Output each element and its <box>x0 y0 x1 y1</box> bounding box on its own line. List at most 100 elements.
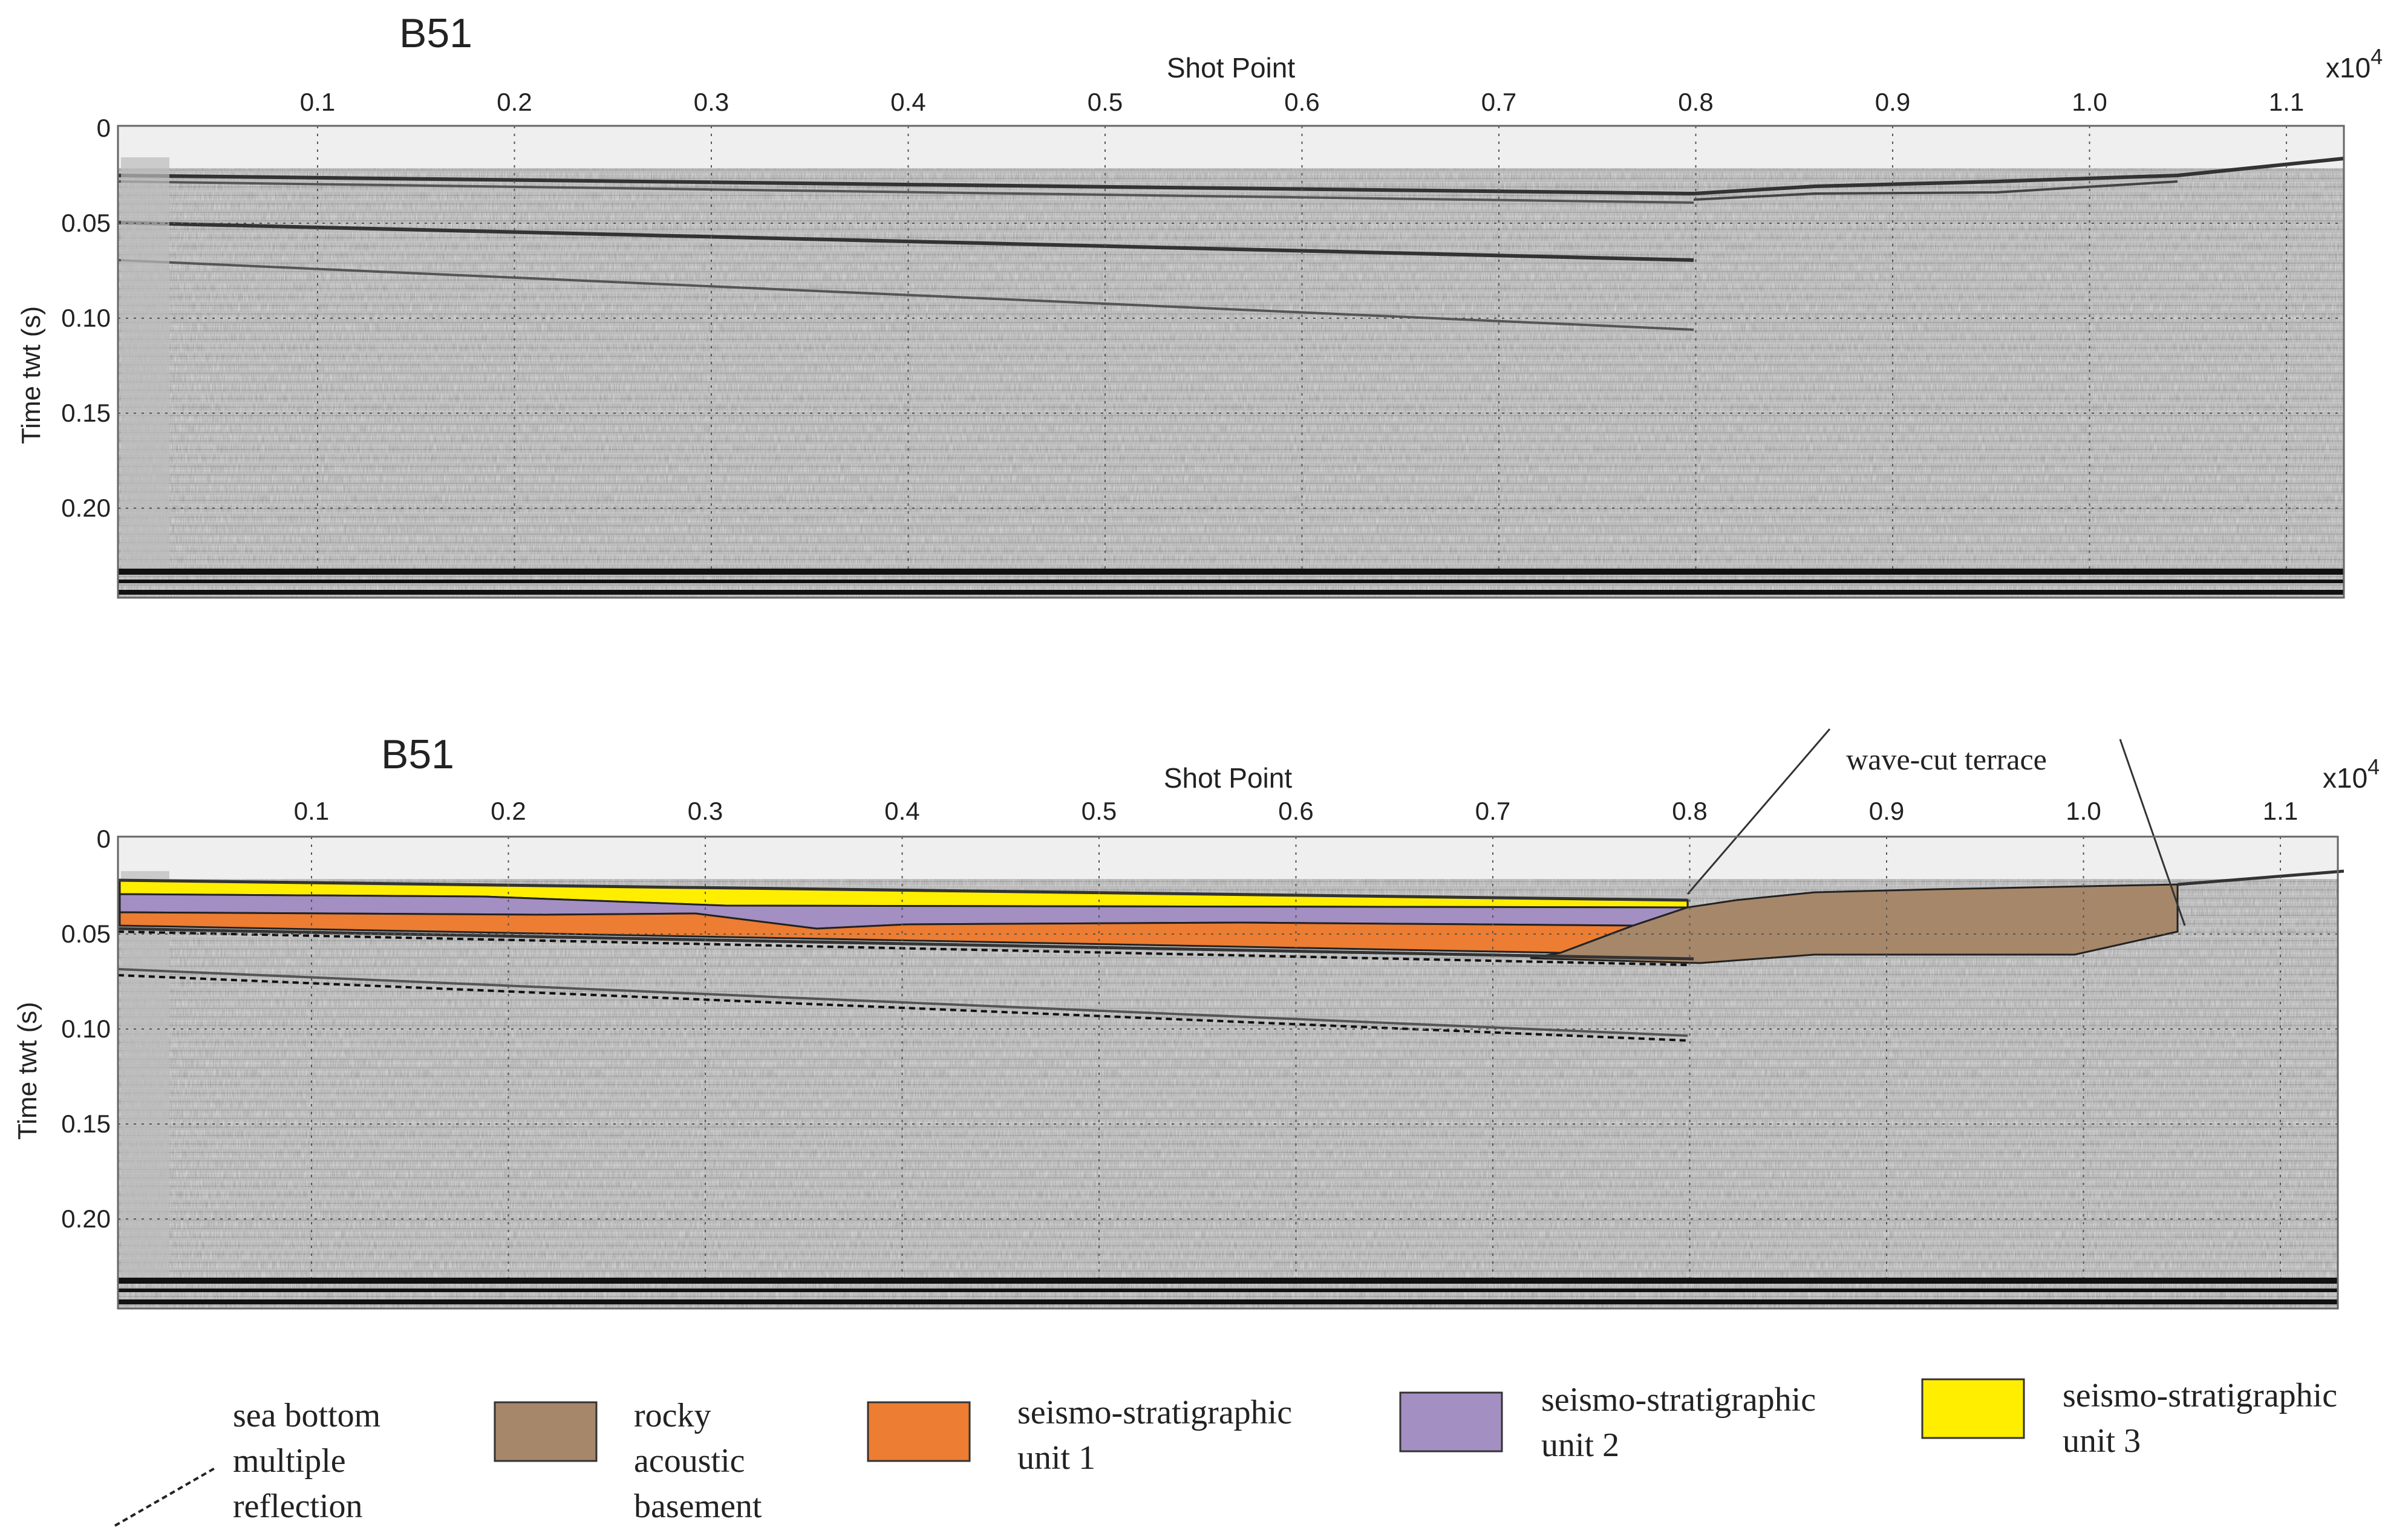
x-tick-label: 0.3 <box>694 88 729 116</box>
legend-label: sea bottom multiple reflection <box>233 1397 389 1525</box>
plot-frame <box>117 125 2345 599</box>
unit-3-swatch <box>1921 1378 2025 1439</box>
legend-line: rocky <box>634 1397 711 1434</box>
x-tick-label: 0.9 <box>1869 797 1904 825</box>
bottom-band <box>118 569 2344 575</box>
reflector <box>117 180 1694 204</box>
x-tick-label: 1.0 <box>2072 88 2107 116</box>
y-tick-label: 0.05 <box>61 209 111 237</box>
callout-line <box>1686 728 1831 895</box>
x-tick-label: 0.5 <box>1088 88 1123 116</box>
gridlines <box>118 126 2344 569</box>
x-tick-label: 1.1 <box>2263 797 2298 825</box>
bottom-band <box>118 590 2344 595</box>
x-multiplier-exponent: 4 <box>2370 44 2383 69</box>
x-tick-label: 0.9 <box>1875 88 1910 116</box>
y-tick-label: 0.10 <box>61 304 111 332</box>
x-tick-labels: 0.1 0.2 0.3 0.4 0.5 0.6 0.7 0.8 0.9 1.0 1.1 <box>300 88 2304 116</box>
left-edge-noise <box>121 871 169 1282</box>
x-multiplier: x104 <box>2323 754 2380 794</box>
seafloor-reflector <box>117 869 2344 902</box>
bottom-band <box>118 1299 2338 1304</box>
x-tick-label: 0.1 <box>300 88 335 116</box>
legend-line: seismo-stratigraphic <box>1541 1381 1816 1419</box>
x-axis-label: Shot Point <box>1167 52 1295 83</box>
panel-title: B51 <box>399 10 472 56</box>
y-tick-labels: 0 0.05 0.10 0.15 0.20 <box>61 114 111 522</box>
x-multiplier-exponent: 4 <box>2367 754 2380 779</box>
x-tick-label: 0.7 <box>1475 797 1510 825</box>
legend-item-unit-2: seismo-stratigraphic unit 2 <box>1399 1381 1824 1464</box>
seafloor-reflector <box>117 157 2344 196</box>
plot-frame <box>117 835 2339 1310</box>
unit-1-swatch <box>867 1401 971 1462</box>
water-column <box>118 837 2338 879</box>
y-tick-label: 0 <box>97 825 111 853</box>
x-tick-label: 0.4 <box>890 88 925 116</box>
legend-line: seismo-stratigraphic <box>1017 1394 1292 1431</box>
legend-line: unit 3 <box>2063 1422 2141 1460</box>
water-column <box>118 126 2344 168</box>
gridlines <box>118 837 2338 1278</box>
legend-label: seismo-stratigraphic unit 1 <box>1017 1394 1300 1477</box>
x-tick-label: 0.8 <box>1672 797 1707 825</box>
x-tick-label: 0.2 <box>497 88 532 116</box>
x-tick-label: 0.4 <box>884 797 919 825</box>
left-edge-noise <box>121 157 169 575</box>
rocky-basement-swatch <box>494 1401 598 1462</box>
legend-line: acoustic <box>634 1442 745 1480</box>
y-tick-label: 0 <box>97 114 111 142</box>
legend-item-rocky-basement: rocky acoustic basement <box>494 1397 762 1525</box>
seismic-noise <box>118 126 2344 598</box>
bottom-band <box>118 1278 2338 1284</box>
dashed-line-symbol <box>114 1467 215 1527</box>
legend-line: sea bottom <box>233 1397 380 1434</box>
x-tick-label: 0.1 <box>294 797 329 825</box>
legend-item-sea-bottom: sea bottom multiple reflection <box>114 1397 389 1527</box>
legend-line: unit 2 <box>1541 1426 1619 1464</box>
x-tick-label: 0.8 <box>1678 88 1713 116</box>
y-tick-label: 0.10 <box>61 1015 111 1043</box>
y-tick-label: 0.20 <box>61 494 111 522</box>
x-axis-label: Shot Point <box>1164 762 1292 794</box>
legend-item-unit-1: seismo-stratigraphic unit 1 <box>867 1394 1300 1477</box>
x-tick-labels: 0.1 0.2 0.3 0.4 0.5 0.6 0.7 0.8 0.9 1.0 1.1 <box>294 797 2298 825</box>
x-tick-label: 0.3 <box>688 797 723 825</box>
reflector <box>1693 180 2178 201</box>
y-tick-labels: 0 0.05 0.10 0.15 0.20 <box>61 825 111 1233</box>
legend-item-unit-3: seismo-stratigraphic unit 3 <box>1921 1377 2346 1460</box>
x-tick-label: 0.6 <box>1278 797 1313 825</box>
seismic-panel-interpreted: B51 Shot Point x104 Time twt (s) wave-cu… <box>13 728 2380 1310</box>
legend-line: reflection <box>233 1488 363 1525</box>
panel-title: B51 <box>381 731 454 777</box>
x-tick-label: 1.1 <box>2269 88 2304 116</box>
bottom-band <box>118 580 2344 583</box>
unit-2-swatch <box>1399 1391 1503 1452</box>
legend-label: seismo-stratigraphic unit 2 <box>1541 1381 1824 1464</box>
wave-cut-terrace-label: wave-cut terrace <box>1846 742 2047 776</box>
legend: sea bottom multiple reflection rocky aco… <box>114 1377 2346 1527</box>
seismic-panel-top: B51 Shot Point x104 Time twt (s) 0.1 0.2 0… <box>16 10 2383 599</box>
legend-line: unit 1 <box>1017 1439 1095 1477</box>
legend-line: multiple <box>233 1442 346 1480</box>
x-tick-label: 0.2 <box>491 797 526 825</box>
y-tick-label: 0.15 <box>61 1109 111 1138</box>
legend-label: seismo-stratigraphic unit 3 <box>2063 1377 2346 1460</box>
x-multiplier-base: x10 <box>2326 52 2370 83</box>
x-multiplier: x104 <box>2326 44 2383 83</box>
sea-bottom-multiple-line <box>117 974 1688 1042</box>
legend-line: seismo-stratigraphic <box>2063 1377 2337 1414</box>
y-tick-label: 0.05 <box>61 920 111 948</box>
x-tick-label: 0.5 <box>1082 797 1117 825</box>
reflector <box>117 927 1694 961</box>
x-tick-label: 0.6 <box>1284 88 1319 116</box>
legend-label: rocky acoustic basement <box>634 1397 762 1525</box>
x-tick-label: 0.7 <box>1481 88 1516 116</box>
reflector <box>117 259 1694 331</box>
y-tick-label: 0.20 <box>61 1204 111 1233</box>
y-axis-label: Time twt (s) <box>13 1002 42 1140</box>
rocky-basement-polygon <box>1530 883 2179 964</box>
reflector <box>117 221 1694 262</box>
legend-line: basement <box>634 1488 762 1525</box>
